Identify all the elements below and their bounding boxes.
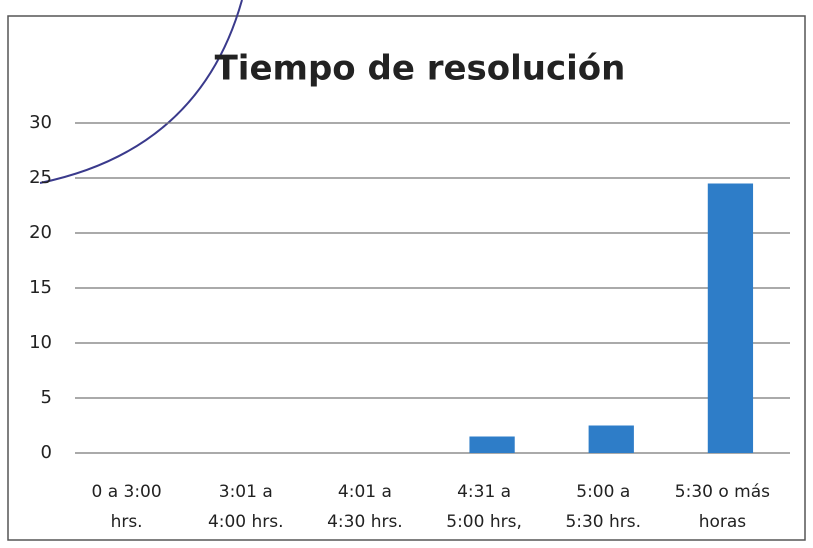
- y-tick-label: 0: [41, 442, 52, 463]
- x-tick-label: 4:31 a: [457, 482, 511, 502]
- chart-title: Tiempo de resolución: [215, 49, 626, 89]
- x-tick-label: hrs.: [111, 512, 143, 532]
- chart-frame: [7, 15, 806, 541]
- y-tick-label: 25: [29, 167, 52, 188]
- pen-stroke: [39, 0, 243, 184]
- y-tick-label: 10: [29, 332, 52, 353]
- y-tick-label: 15: [29, 277, 52, 298]
- x-tick-label: 5:30 o más: [675, 482, 770, 502]
- x-tick-label: 4:30 hrs.: [327, 512, 403, 532]
- x-tick-label: 5:00 hrs,: [446, 512, 522, 532]
- y-tick-label: 30: [29, 112, 52, 133]
- y-tick-label: 20: [29, 222, 52, 243]
- x-tick-label: 4:01 a: [338, 482, 392, 502]
- x-tick-label: 5:00 a: [576, 482, 630, 502]
- x-tick-label: horas: [699, 512, 747, 532]
- bar: [707, 183, 754, 453]
- x-tick-label: 5:30 hrs.: [565, 512, 641, 532]
- x-tick-label: 3:01 a: [219, 482, 273, 502]
- x-tick-label: 4:00 hrs.: [208, 512, 284, 532]
- bar: [469, 436, 515, 453]
- x-tick-label: 0 a 3:00: [91, 482, 161, 502]
- y-tick-label: 5: [41, 387, 52, 408]
- bar: [588, 425, 634, 453]
